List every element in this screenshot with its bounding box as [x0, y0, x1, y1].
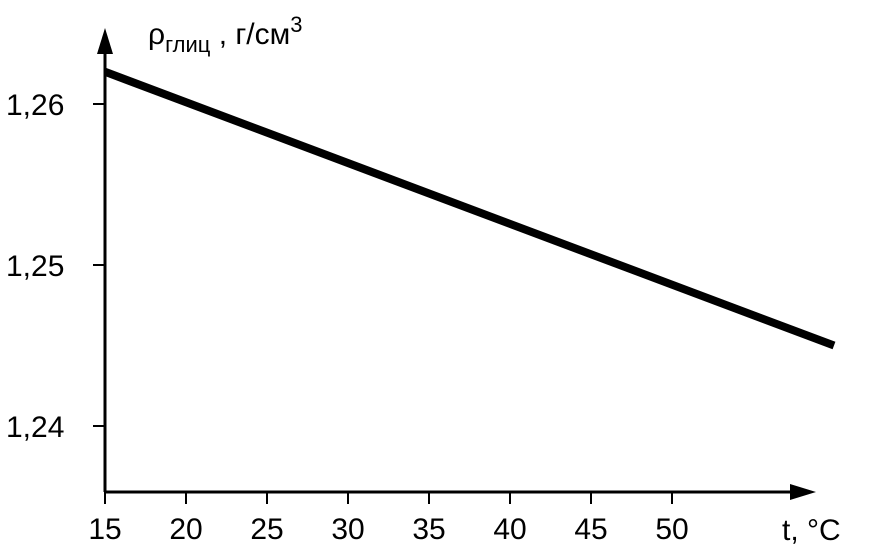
x-axis-label: t, °C	[782, 514, 841, 547]
x-tick-label: 25	[250, 513, 283, 546]
x-tick-label: 20	[169, 513, 202, 546]
y-tick-label: 1,26	[6, 89, 64, 122]
x-axis-arrow	[790, 484, 816, 500]
y-tick-label: 1,25	[6, 250, 64, 283]
x-tick-label: 15	[88, 513, 121, 546]
y-ticks: 1,24 1,25 1,26	[6, 89, 105, 444]
y-axis-unit: , г/см	[210, 18, 290, 51]
y-tick-label: 1,24	[6, 411, 64, 444]
y-axis-arrow	[97, 28, 113, 54]
axes	[97, 28, 816, 500]
y-axis-symbol: ρ	[148, 18, 165, 51]
x-tick-label: 35	[412, 513, 445, 546]
y-axis-superscript: 3	[290, 12, 302, 37]
x-tick-label: 45	[574, 513, 607, 546]
y-axis-subscript: глиц	[165, 32, 211, 57]
series	[103, 68, 836, 350]
x-tick-label: 40	[493, 513, 526, 546]
x-tick-label: 30	[331, 513, 364, 546]
x-ticks: 15 20 25 30 35 40 45 50	[88, 492, 689, 546]
y-axis-label: ρглиц , г/см3	[148, 12, 303, 57]
x-tick-label: 50	[655, 513, 688, 546]
density-line	[103, 68, 836, 350]
